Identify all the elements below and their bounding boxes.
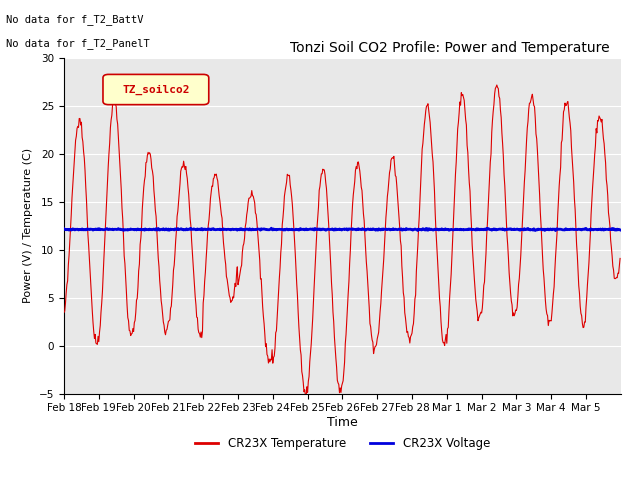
Text: TZ_soilco2: TZ_soilco2 <box>122 84 189 95</box>
FancyBboxPatch shape <box>103 74 209 105</box>
Y-axis label: Power (V) / Temperature (C): Power (V) / Temperature (C) <box>23 148 33 303</box>
Text: No data for f_T2_BattV: No data for f_T2_BattV <box>6 14 144 25</box>
Text: No data for f_T2_PanelT: No data for f_T2_PanelT <box>6 38 150 49</box>
X-axis label: Time: Time <box>327 416 358 429</box>
Text: Tonzi Soil CO2 Profile: Power and Temperature: Tonzi Soil CO2 Profile: Power and Temper… <box>290 41 610 55</box>
Legend: CR23X Temperature, CR23X Voltage: CR23X Temperature, CR23X Voltage <box>190 432 495 455</box>
